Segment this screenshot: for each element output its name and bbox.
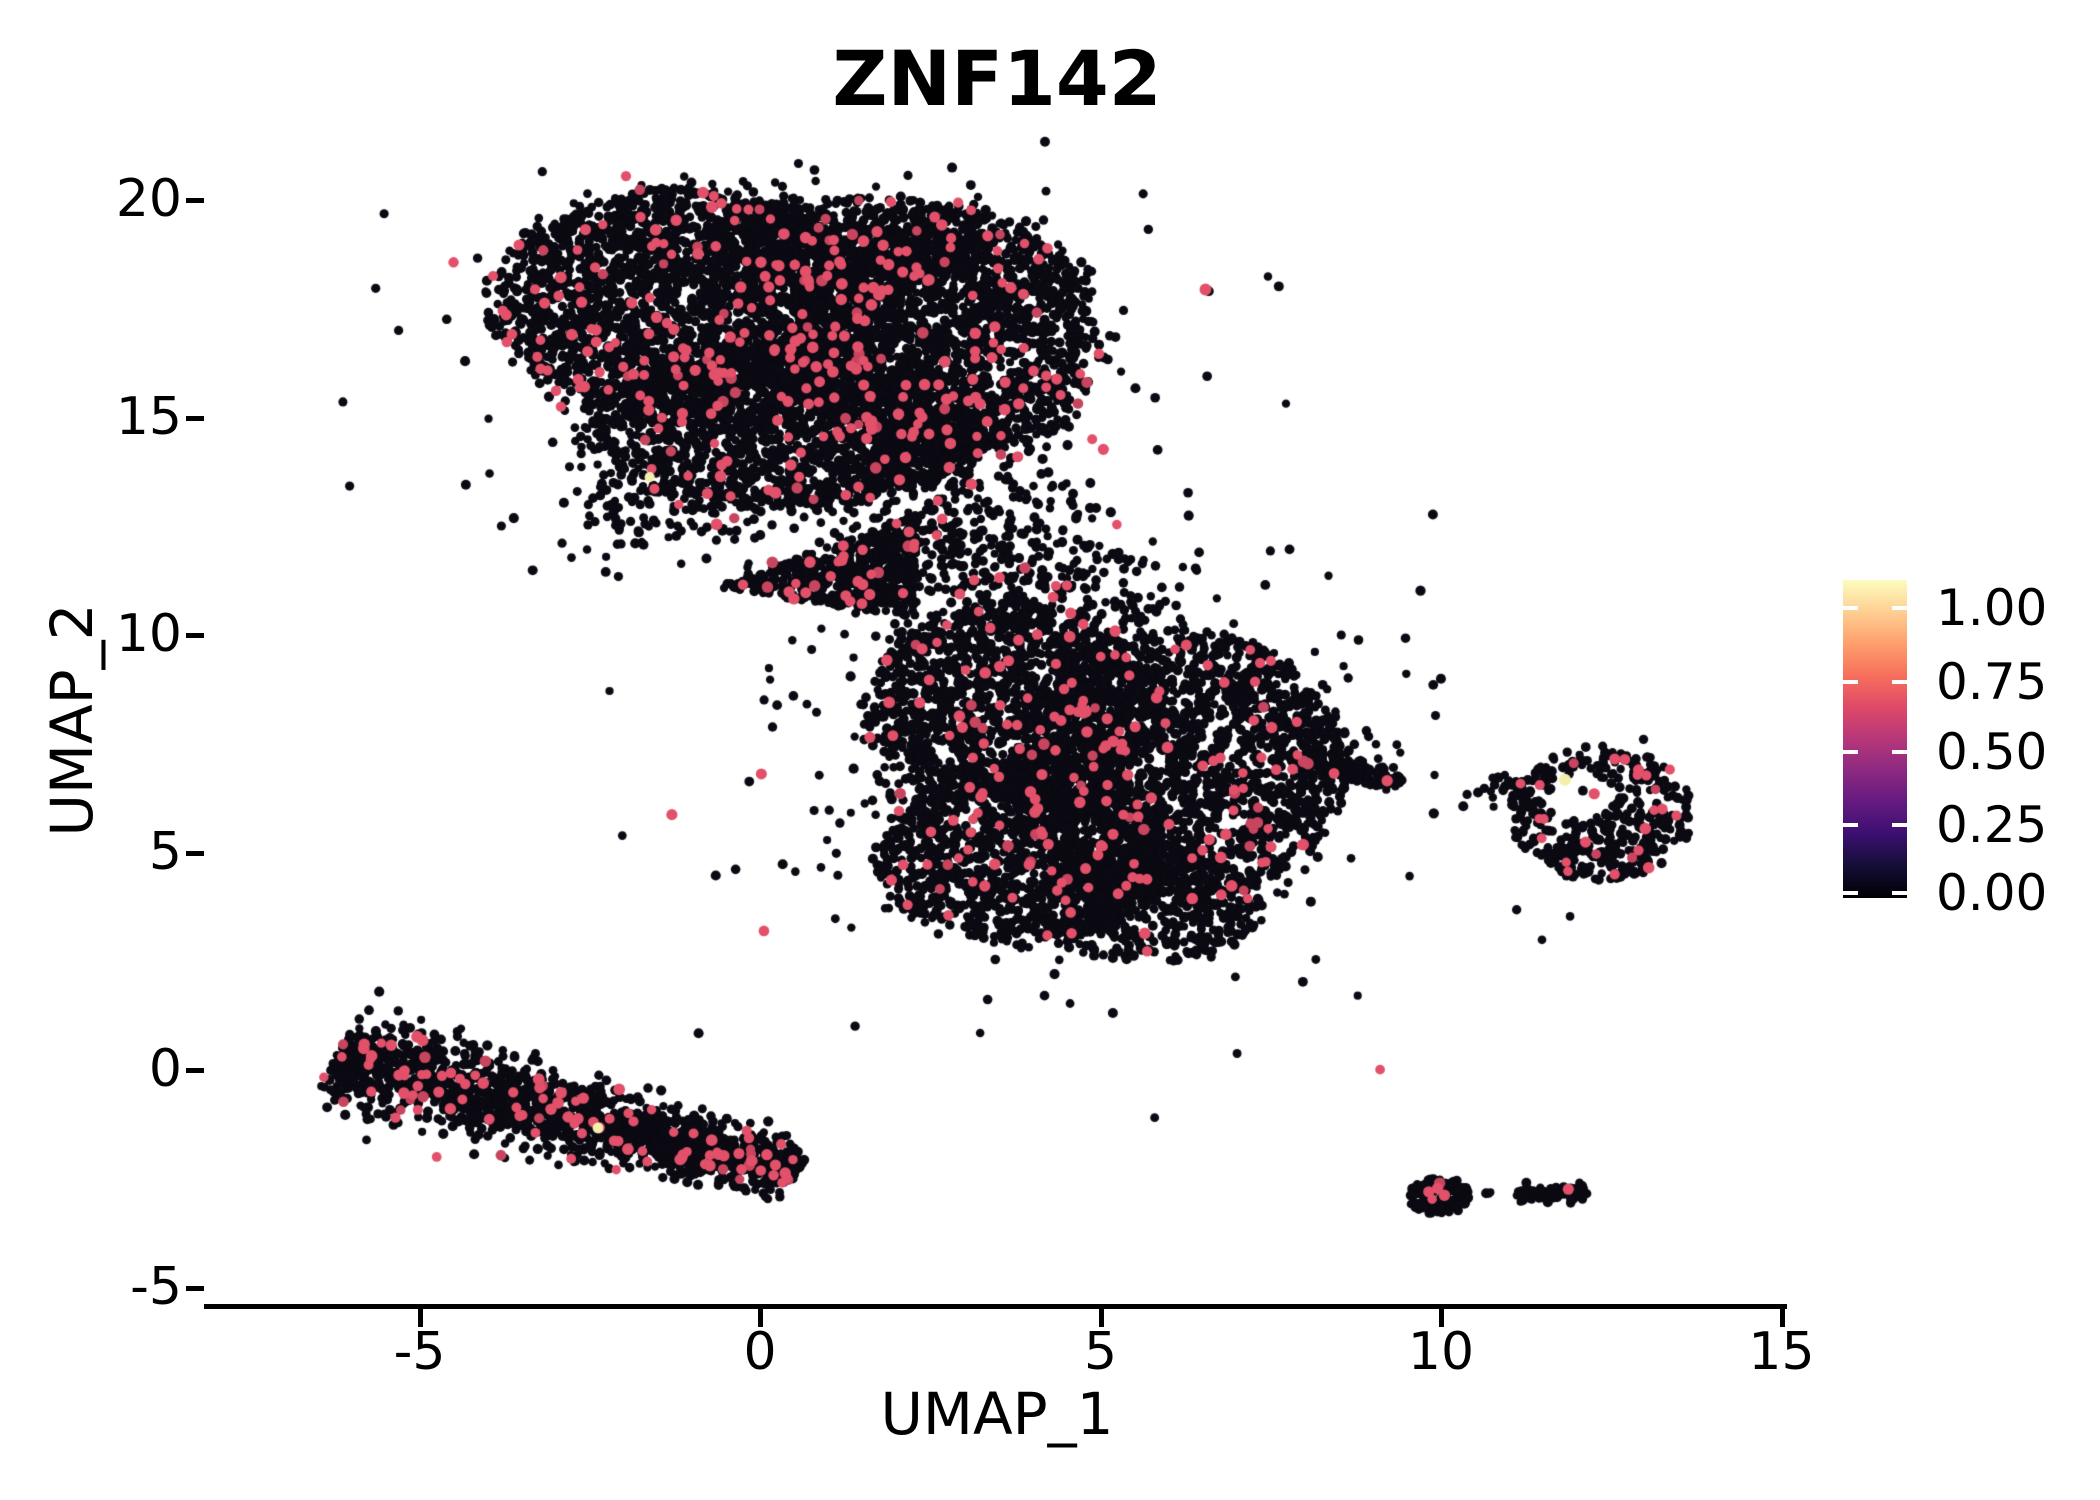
x-tick-label: 0 (743, 1322, 777, 1382)
y-tick-mark (186, 198, 204, 203)
x-tick-mark (758, 1309, 763, 1327)
page-title: ZNF142 (832, 34, 1162, 123)
x-tick-mark (417, 1309, 423, 1327)
colorbar-tick-label: 0.50 (1936, 723, 2048, 781)
x-tick-mark (1439, 1309, 1444, 1327)
y-tick-label: 20 (115, 169, 182, 229)
x-tick-label: 15 (1748, 1322, 1815, 1382)
y-tick-mark (186, 1285, 204, 1291)
y-tick-mark (186, 1068, 204, 1073)
x-tick-mark (1779, 1309, 1785, 1327)
colorbar-tick-mark (1843, 606, 1858, 610)
y-tick-mark (186, 633, 204, 638)
y-tick-label: 0 (148, 1039, 182, 1099)
y-tick-mark (186, 415, 204, 421)
colorbar-tick-mark (1843, 680, 1858, 684)
y-tick-label: 5 (148, 821, 182, 882)
y-axis-title: UMAP_2 (38, 603, 106, 837)
colorbar-tick-mark (1892, 680, 1907, 684)
colorbar-tick-label: 1.00 (1936, 579, 2048, 637)
x-tick-mark (1098, 1309, 1104, 1327)
colorbar-tick-mark (1892, 891, 1907, 895)
colorbar-tick-label: 0.00 (1936, 864, 2048, 922)
colorbar-tick-mark (1892, 750, 1907, 754)
colorbar-tick-label: 0.25 (1936, 796, 2048, 854)
y-tick-mark (186, 850, 204, 856)
y-tick-label: -5 (130, 1256, 182, 1317)
colorbar-tick-mark (1843, 750, 1858, 754)
x-tick-label: -5 (393, 1322, 446, 1382)
colorbar-tick-label: 0.75 (1936, 653, 2048, 711)
colorbar-tick-mark (1843, 823, 1858, 827)
colorbar-gradient (1843, 580, 1907, 898)
x-axis-line (204, 1304, 1787, 1309)
colorbar-tick-mark (1892, 823, 1907, 827)
x-tick-label: 10 (1407, 1322, 1475, 1382)
colorbar-tick-mark (1843, 891, 1858, 895)
x-axis-title: UMAP_1 (880, 1380, 1114, 1448)
x-tick-label: 5 (1083, 1322, 1118, 1382)
y-tick-label: 10 (115, 604, 182, 664)
colorbar-tick-mark (1892, 606, 1907, 610)
y-tick-label: 15 (115, 386, 182, 447)
